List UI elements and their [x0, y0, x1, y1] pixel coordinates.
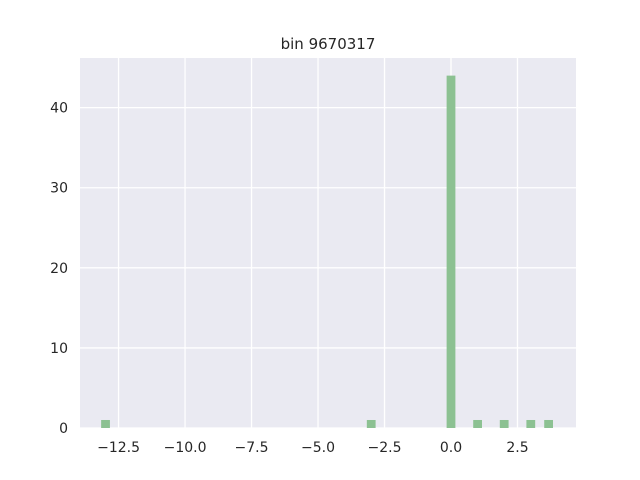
histogram-bar [544, 419, 553, 428]
chart-title: bin 9670317 [281, 35, 376, 53]
x-tick-label: −5.0 [301, 440, 335, 456]
y-tick-label: 40 [50, 101, 68, 117]
histogram-bar [499, 419, 509, 428]
histogram-bar [101, 419, 110, 428]
x-axis-ticks: −12.5 −10.0 −7.5 −5.0 −2.5 0.0 2.5 [97, 440, 529, 456]
x-tick-label: −10.0 [164, 440, 207, 456]
histogram-bar [526, 419, 536, 428]
y-axis-ticks: 0 10 20 30 40 [50, 101, 68, 437]
x-tick-label: 0.0 [440, 440, 462, 456]
histogram-bar [366, 419, 376, 428]
histogram-bar [446, 75, 456, 428]
plot-area [80, 58, 576, 428]
y-tick-label: 10 [50, 341, 68, 357]
x-tick-label: −7.5 [235, 440, 269, 456]
y-tick-label: 30 [50, 181, 68, 197]
x-tick-label: 2.5 [506, 440, 528, 456]
y-tick-label: 0 [59, 421, 68, 437]
histogram-bar [473, 419, 482, 428]
bars [101, 75, 553, 428]
y-tick-label: 20 [50, 261, 68, 277]
x-tick-label: −12.5 [97, 440, 140, 456]
x-tick-label: −2.5 [368, 440, 402, 456]
